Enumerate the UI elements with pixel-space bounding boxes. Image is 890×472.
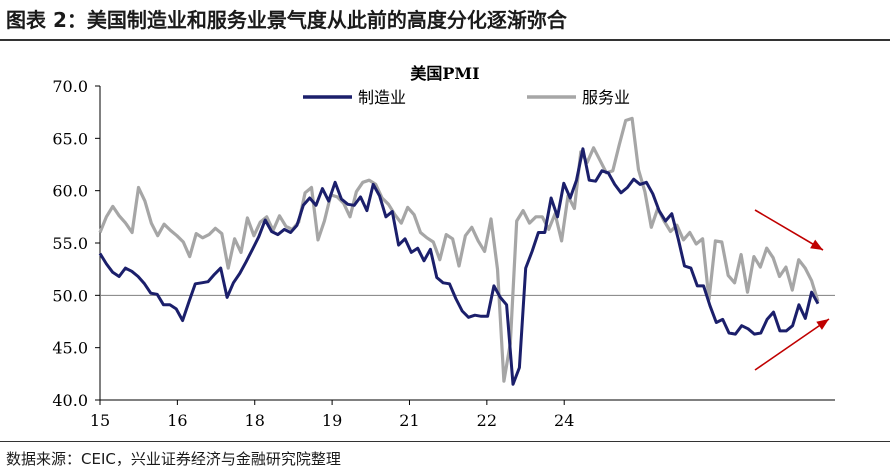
series-line-services [98,116,820,383]
chart-title: 美国PMI [410,64,479,83]
legend-label-services: 服务业 [582,88,630,107]
legend-label-manufacturing: 制造业 [358,88,406,107]
series-layer [98,116,835,386]
y-tick-label: 60.0 [52,182,88,201]
x-axis: 15 16 18 19 21 22 24 [90,399,835,430]
title-divider [0,39,890,41]
series-line-manufacturing [98,147,820,386]
x-tick-label: 21 [399,411,419,430]
y-tick-label: 40.0 [52,391,88,410]
y-tick-label: 50.0 [52,286,88,305]
y-tick-label: 45.0 [52,339,88,358]
y-tick-label: 70.0 [52,77,88,96]
x-tick-label: 18 [245,411,265,430]
x-tick-label: 15 [90,411,110,430]
arrow-up-right [754,318,830,371]
x-tick-label: 24 [554,411,574,430]
y-tick-label: 65.0 [52,129,88,148]
annotation-arrows [754,209,830,371]
y-axis: 70.0 65.0 60.0 55.0 50.0 45.0 40.0 [52,77,101,410]
x-tick-label: 19 [322,411,342,430]
legend: 制造业 服务业 [303,88,630,107]
source-note: 数据来源：CEIC，兴业证券经济与金融研究院整理 [6,450,341,468]
y-tick-label: 55.0 [52,234,88,253]
x-tick-label: 16 [167,411,187,430]
pmi-line-chart: 70.0 65.0 60.0 55.0 50.0 45.0 40.0 15 16 18 19 21 2… [52,64,835,430]
arrow-down-right [754,209,824,251]
x-tick-label: 22 [477,411,497,430]
source-divider [0,441,890,442]
figure-title: 图表 2：美国制造业和服务业景气度从此前的高度分化逐渐弥合 [6,8,567,32]
